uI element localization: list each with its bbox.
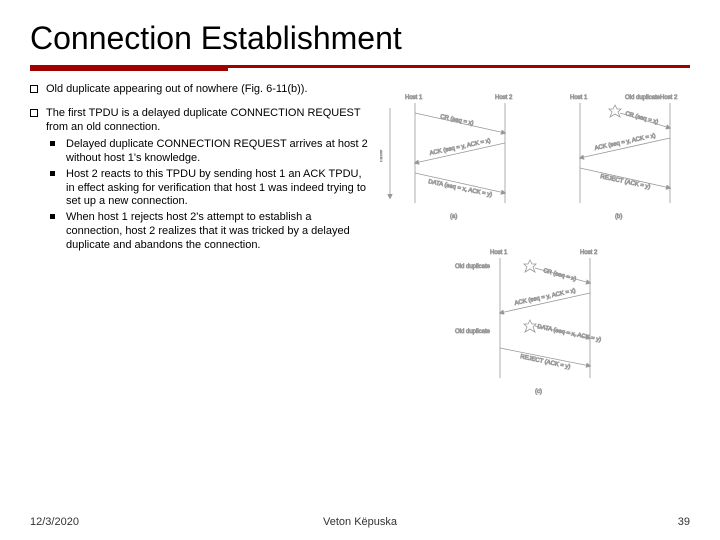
msg-reject-c: REJECT (ACK = y)	[520, 354, 571, 370]
label-host2-c: Host 2	[580, 250, 598, 256]
panel-label-a: (a)	[450, 214, 457, 220]
label-oldup-c1: Old duplicate	[455, 264, 491, 270]
square-bullet-icon	[30, 107, 46, 255]
title-underline	[30, 65, 690, 71]
sub-bullet-3: When host 1 rejects host 2's attempt to …	[46, 211, 370, 252]
sub-bullet-2: Host 2 reacts to this TPDU by sending ho…	[46, 168, 370, 209]
msg-data-a: DATA (seq = x, ACK = y)	[428, 179, 493, 198]
bullet-2: The first TPDU is a delayed duplicate CO…	[30, 107, 370, 255]
filled-square-bullet-icon	[46, 138, 66, 166]
sequence-diagram: Host 1 Host 2 CR (seq = x) ACK (seq = y,…	[380, 83, 700, 403]
label-host2-a: Host 2	[495, 95, 513, 101]
label-host2-b: Host 2	[660, 95, 678, 101]
square-bullet-icon	[30, 83, 46, 97]
panel-label-b: (b)	[615, 214, 622, 220]
msg-cr-a: CR (seq = x)	[440, 114, 474, 127]
sub-bullet-1: Delayed duplicate CONNECTION REQUEST arr…	[46, 138, 370, 166]
label-host1-b: Host 1	[570, 95, 588, 101]
label-host1-c: Host 1	[490, 250, 508, 256]
bullet-2-text: The first TPDU is a delayed duplicate CO…	[46, 107, 370, 135]
msg-cr-b: CR (seq = x)	[624, 111, 658, 126]
msg-reject-b: REJECT (ACK = y)	[600, 174, 651, 190]
bullet-1: Old duplicate appearing out of nowhere (…	[30, 83, 370, 97]
label-time: Time	[380, 149, 384, 163]
label-host1-a: Host 1	[405, 95, 423, 101]
msg-ack-a: ACK (seq = y, ACK = x)	[429, 138, 491, 157]
diagram-column: Host 1 Host 2 CR (seq = x) ACK (seq = y,…	[380, 83, 700, 408]
filled-square-bullet-icon	[46, 168, 66, 209]
msg-cr-c: CR (seq = x)	[542, 268, 576, 283]
footer-page: 39	[678, 516, 690, 528]
footer-author: Veton Këpuska	[323, 516, 397, 528]
msg-ack-c: ACK (seq = y, ACK = x)	[514, 288, 576, 307]
label-oldup-c2: Old duplicate	[455, 329, 491, 335]
sub-bullet-3-text: When host 1 rejects host 2's attempt to …	[66, 211, 370, 252]
sub-bullet-1-text: Delayed duplicate CONNECTION REQUEST arr…	[66, 138, 370, 166]
msg-ack-b: ACK (seq = y, ACK = x)	[594, 133, 656, 152]
footer-date: 12/3/2020	[30, 516, 79, 528]
bullet-1-text: Old duplicate appearing out of nowhere (…	[46, 83, 370, 97]
footer: 12/3/2020 Veton Këpuska 39	[30, 516, 690, 528]
filled-square-bullet-icon	[46, 211, 66, 252]
msg-data-c: DATA (seq = x, ACK = y)	[537, 324, 602, 343]
label-oldup-b: Old duplicate	[625, 95, 661, 101]
sub-bullet-2-text: Host 2 reacts to this TPDU by sending ho…	[66, 168, 370, 209]
page-title: Connection Establishment	[30, 20, 690, 57]
panel-label-c: (c)	[535, 389, 542, 395]
text-column: Old duplicate appearing out of nowhere (…	[30, 83, 370, 408]
